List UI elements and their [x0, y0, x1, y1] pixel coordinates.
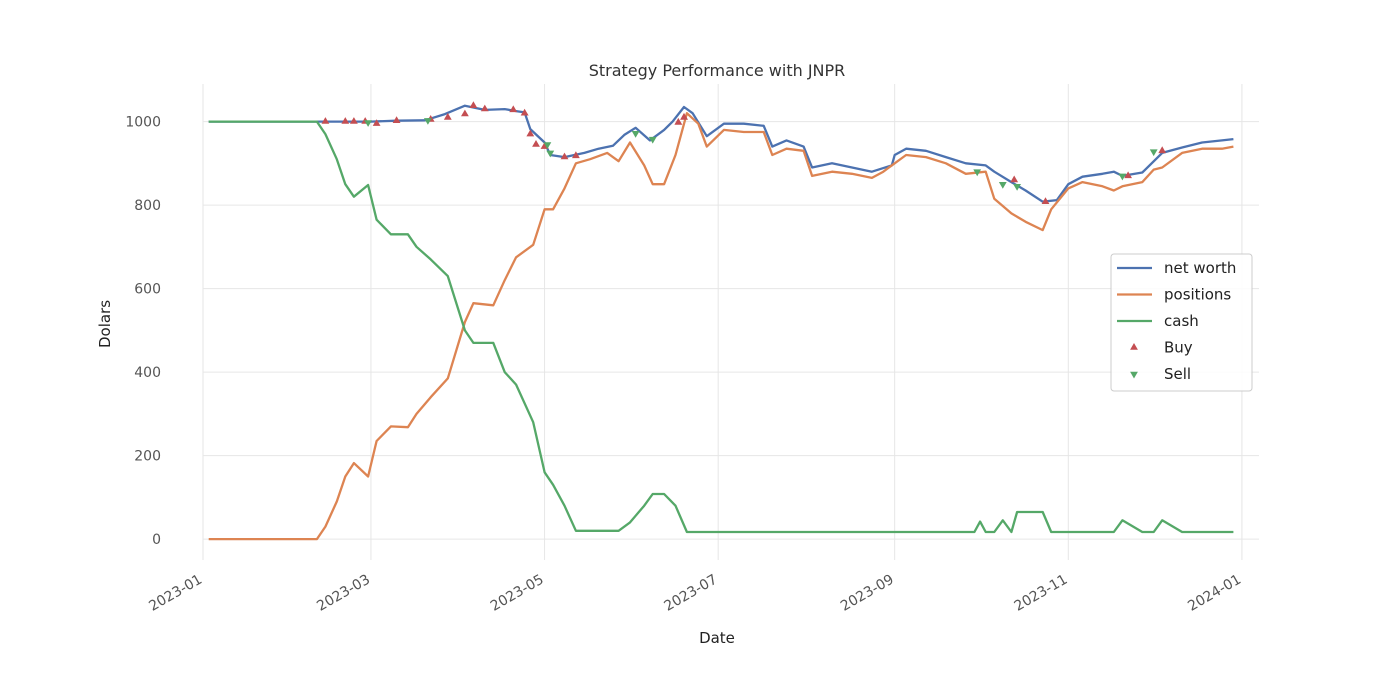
y-tick-label: 0 — [152, 532, 161, 548]
series-cash — [208, 120, 1234, 534]
x-tick-label: 2024-01 — [1185, 572, 1244, 615]
x-tick-label: 2023-07 — [662, 572, 721, 615]
sell-marker — [1149, 149, 1158, 157]
grid — [202, 84, 1259, 560]
plot-area — [208, 104, 1234, 541]
x-axis-label: Date — [699, 629, 735, 647]
buy-marker — [509, 105, 518, 113]
y-axis-label: Dolars — [96, 300, 114, 348]
y-tick-label: 400 — [134, 365, 161, 381]
buy-marker — [341, 117, 350, 124]
buy-marker — [1041, 197, 1050, 204]
sell-marker — [546, 150, 555, 158]
sell-marker — [1013, 184, 1021, 191]
y-tick-label: 1000 — [125, 115, 161, 131]
legend-swatch — [1130, 371, 1138, 379]
buy-marker — [321, 117, 330, 124]
x-tick-label: 2023-09 — [838, 572, 897, 615]
buy-marker — [443, 112, 452, 120]
legend-label: positions — [1164, 286, 1231, 304]
legend-label: Buy — [1164, 339, 1193, 357]
buy-marker — [372, 119, 381, 126]
y-tick-label: 800 — [134, 198, 161, 214]
buy-marker — [520, 108, 529, 116]
legend: net worth positions cash Buy Sell — [1110, 253, 1253, 392]
x-tick-label: 2023-03 — [314, 572, 373, 615]
buy-marker — [469, 101, 478, 108]
buy-marker — [392, 116, 401, 123]
legend-label: cash — [1164, 312, 1199, 330]
x-tick-label: 2023-11 — [1012, 572, 1071, 615]
legend-swatch — [1130, 343, 1138, 350]
buy-marker — [1158, 146, 1167, 154]
x-tick-label: 2023-05 — [488, 572, 547, 615]
sell-marker — [364, 120, 372, 127]
sell-marker — [1118, 173, 1127, 181]
y-tick-label: 200 — [134, 449, 161, 465]
series-positions — [208, 112, 1234, 541]
legend-frame — [1110, 253, 1253, 392]
trade-markers — [321, 101, 1167, 204]
sell-marker — [648, 136, 657, 144]
legend-label: Sell — [1164, 365, 1191, 383]
buy-marker — [349, 117, 358, 124]
buy-marker — [461, 109, 469, 117]
chart-title: Strategy Performance with JNPR — [589, 61, 846, 80]
buy-marker — [674, 117, 683, 125]
sell-marker — [998, 182, 1007, 189]
buy-marker — [572, 151, 580, 159]
sell-marker — [543, 142, 552, 149]
sell-marker — [631, 131, 640, 138]
buy-marker — [1010, 175, 1019, 183]
buy-marker — [526, 129, 535, 137]
legend-label: net worth — [1164, 259, 1236, 277]
buy-marker — [560, 152, 569, 160]
buy-marker — [480, 104, 489, 112]
sell-marker — [423, 118, 432, 125]
buy-marker — [532, 140, 540, 147]
x-tick-label: 2023-01 — [146, 572, 205, 615]
buy-marker — [680, 112, 688, 120]
buy-marker — [1124, 171, 1132, 179]
series-net-worth — [208, 104, 1234, 203]
y-tick-label: 600 — [134, 282, 161, 298]
sell-marker — [973, 169, 982, 177]
